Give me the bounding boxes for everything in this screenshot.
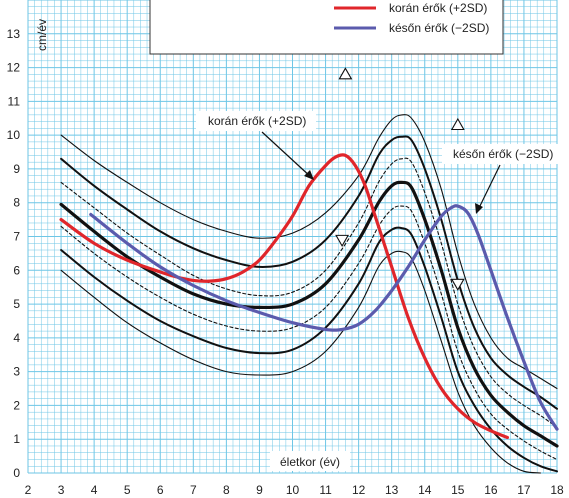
series-layer xyxy=(59,114,559,474)
annotation-late: későn érők (−2SD) xyxy=(442,144,559,214)
late-maturer-curve xyxy=(89,204,559,431)
annotation-late-arrowhead xyxy=(475,203,483,214)
y-tick-label: 8 xyxy=(13,196,20,210)
y-tick-label: 4 xyxy=(13,331,20,345)
x-axis-title-box xyxy=(270,451,350,471)
tick-labels: 2 3 4 5 6 7 8 9 10 11 12 13 14 15 16 17 1801234567891011… xyxy=(7,27,564,497)
reference-curve-thin xyxy=(60,114,558,390)
x-tick-label: 12 xyxy=(352,483,366,497)
x-tick-label: 6 xyxy=(157,483,164,497)
triangle-up-marker xyxy=(450,117,465,131)
y-tick-label: 11 xyxy=(8,94,21,108)
y-tick-label: 10 xyxy=(7,128,21,142)
annotation-late-label: későn érők (−2SD) xyxy=(453,147,553,161)
x-tick-label: 11 xyxy=(319,483,332,497)
y-tick-label: 6 xyxy=(13,263,20,277)
x-tick-label: 9 xyxy=(256,483,263,497)
y-tick-label: 7 xyxy=(13,230,20,244)
triangle-down-marker xyxy=(450,278,465,291)
x-tick-label: 13 xyxy=(385,483,399,497)
y-tick-label: 2 xyxy=(13,398,20,412)
x-tick-label: 2 xyxy=(25,483,32,497)
legend-label-late: későn érők (−2SD) xyxy=(389,21,489,35)
legend: korán érők (+2SD) későn érők (−2SD) xyxy=(149,0,504,55)
triangle-up-marker xyxy=(338,67,353,80)
y-tick-label: 1 xyxy=(13,432,20,446)
annotation-early-box xyxy=(196,111,316,131)
legend-box xyxy=(149,0,504,55)
y-tick-label: 3 xyxy=(13,365,20,379)
y-axis-title: cm/év xyxy=(35,19,49,51)
x-tick-label: 10 xyxy=(286,483,300,497)
reference-curve-medium xyxy=(60,226,558,473)
x-tick-label: 3 xyxy=(58,483,65,497)
reference-curve-medium xyxy=(60,135,558,410)
annotation-late-arrow xyxy=(477,164,501,211)
x-tick-label: 5 xyxy=(124,483,131,497)
x-tick-label: 14 xyxy=(418,483,432,497)
x-axis-title: életkor (év) xyxy=(280,455,340,469)
y-tick-label: 9 xyxy=(13,162,20,176)
annotation-early-label: korán érők (+2SD) xyxy=(208,114,306,128)
reference-curve-median xyxy=(59,180,559,448)
reference-curve-dashed xyxy=(60,205,558,461)
annotation-early-arrow xyxy=(261,131,313,179)
legend-label-early: korán érők (+2SD) xyxy=(389,1,487,15)
reference-curve-dashed xyxy=(60,157,558,428)
x-tick-label: 18 xyxy=(550,483,564,497)
annotation-late-box xyxy=(442,144,559,164)
y-tick-label: 13 xyxy=(7,27,21,41)
y-tick-label: 5 xyxy=(13,297,20,311)
annotation-early: korán érők (+2SD) xyxy=(196,111,316,180)
x-tick-label: 16 xyxy=(484,483,498,497)
triangle-down-marker xyxy=(335,234,350,247)
x-tick-label: 17 xyxy=(517,483,531,497)
y-tick-label: 12 xyxy=(7,61,21,75)
x-tick-label: 15 xyxy=(451,483,465,497)
x-tick-label: 8 xyxy=(223,483,230,497)
marker-layer xyxy=(335,67,465,291)
x-tick-label: 4 xyxy=(91,483,98,497)
reference-curve-thin xyxy=(60,250,542,474)
y-tick-label: 0 xyxy=(13,466,20,480)
annotation-early-arrowhead xyxy=(304,170,314,180)
x-axis-title-group: életkor (év) xyxy=(270,451,350,471)
x-tick-label: 7 xyxy=(190,483,197,497)
